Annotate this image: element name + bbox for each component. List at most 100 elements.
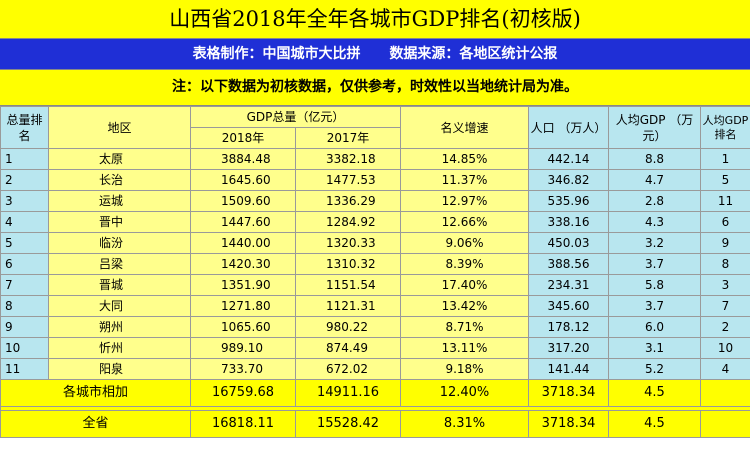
table-row: 2 长治 1645.60 1477.53 11.37% 346.82 4.7 5 — [0, 169, 750, 191]
data-source: 数据来源：各地区统计公报 — [389, 46, 558, 62]
growth-cell: 13.42% — [400, 295, 529, 317]
per-capita-cell: 4.7 — [608, 169, 701, 191]
rank-cell: 3 — [0, 190, 49, 212]
region-cell: 太原 — [48, 148, 191, 170]
region-cell: 忻州 — [48, 337, 191, 359]
header-row-1: 总量排名 地区 GDP总量（亿元） 名义增速 人口 （万人） 人均GDP （万元… — [0, 106, 750, 149]
region-cell: 临汾 — [48, 232, 191, 254]
growth-cell: 12.66% — [400, 211, 529, 233]
header-row-2: 2018年 2017年 — [1, 127, 750, 149]
growth-cell: 9.06% — [400, 232, 529, 254]
rank-cell: 10 — [0, 337, 49, 359]
col-header-population: 人口 （万人） — [528, 106, 609, 149]
table-row: 1 太原 3884.48 3382.18 14.85% 442.14 8.8 1 — [0, 148, 750, 170]
region-cell: 运城 — [48, 190, 191, 212]
gdp-2018-cell: 1645.60 — [190, 169, 296, 191]
disclaimer-note: 注：以下数据为初核数据，仅供参考，时效性以当地统计局为准。 — [0, 70, 750, 106]
table-row: 6 吕梁 1420.30 1310.32 8.39% 388.56 3.7 8 — [0, 253, 750, 275]
gdp-2017-cell: 1336.29 — [295, 190, 401, 212]
gdp-2018-cell: 1440.00 — [190, 232, 296, 254]
per-capita-cell: 5.2 — [608, 358, 701, 380]
table-row: 3 运城 1509.60 1336.29 12.97% 535.96 2.8 11 — [0, 190, 750, 212]
gdp-2018-cell: 1509.60 — [190, 190, 296, 212]
total-gdp-2018: 16818.11 — [190, 410, 296, 438]
population-cell: 345.60 — [528, 295, 609, 317]
rank-cell: 8 — [0, 295, 49, 317]
rank-cell: 4 — [0, 211, 49, 233]
per-capita-cell: 6.0 — [608, 316, 701, 338]
total-label: 全省 — [0, 410, 191, 438]
population-cell: 388.56 — [528, 253, 609, 275]
population-cell: 317.20 — [528, 337, 609, 359]
growth-cell: 14.85% — [400, 148, 529, 170]
region-cell: 吕梁 — [48, 253, 191, 275]
page-title: 山西省2018年全年各城市GDP排名(初核版) — [0, 0, 750, 39]
total-gdp-2018: 16759.68 — [190, 379, 296, 407]
rank-cell: 1 — [0, 148, 49, 170]
growth-cell: 8.39% — [400, 253, 529, 275]
population-cell: 442.14 — [528, 148, 609, 170]
col-header-per-capita-rank: 人均GDP排名 — [700, 106, 750, 149]
per-capita-cell: 8.8 — [608, 148, 701, 170]
gdp-2017-cell: 874.49 — [295, 337, 401, 359]
gdp-2017-cell: 3382.18 — [295, 148, 401, 170]
region-cell: 朔州 — [48, 316, 191, 338]
growth-cell: 9.18% — [400, 358, 529, 380]
per-capita-rank-cell: 3 — [700, 274, 750, 296]
region-cell: 晋城 — [48, 274, 191, 296]
rank-cell: 6 — [0, 253, 49, 275]
gdp-2017-cell: 1121.31 — [295, 295, 401, 317]
growth-cell: 11.37% — [400, 169, 529, 191]
total-per-capita: 4.5 — [608, 410, 701, 438]
total-population: 3718.34 — [528, 379, 609, 407]
population-cell: 346.82 — [528, 169, 609, 191]
col-header-growth: 名义增速 — [400, 106, 529, 149]
region-cell: 大同 — [48, 295, 191, 317]
gdp-2017-cell: 980.22 — [295, 316, 401, 338]
growth-cell: 8.71% — [400, 316, 529, 338]
population-cell: 178.12 — [528, 316, 609, 338]
population-cell: 450.03 — [528, 232, 609, 254]
per-capita-rank-cell: 1 — [700, 148, 750, 170]
table-row: 9 朔州 1065.60 980.22 8.71% 178.12 6.0 2 — [0, 316, 750, 338]
total-blank — [700, 379, 750, 407]
per-capita-cell: 3.2 — [608, 232, 701, 254]
gdp-2017-cell: 1310.32 — [295, 253, 401, 275]
gdp-2018-cell: 1351.90 — [190, 274, 296, 296]
region-cell: 阳泉 — [48, 358, 191, 380]
table-row: 7 晋城 1351.90 1151.54 17.40% 234.31 5.8 3 — [0, 274, 750, 296]
table-maker: 表格制作：中国城市大比拼 — [192, 46, 361, 62]
per-capita-cell: 2.8 — [608, 190, 701, 212]
gdp-2018-cell: 733.70 — [190, 358, 296, 380]
gdp-2017-cell: 672.02 — [295, 358, 401, 380]
region-cell: 晋中 — [48, 211, 191, 233]
total-gdp-2017: 14911.16 — [295, 379, 401, 407]
rank-cell: 7 — [0, 274, 49, 296]
population-cell: 141.44 — [528, 358, 609, 380]
total-growth: 8.31% — [400, 410, 529, 438]
population-cell: 338.16 — [528, 211, 609, 233]
total-growth: 12.40% — [400, 379, 529, 407]
growth-cell: 17.40% — [400, 274, 529, 296]
credit-bar: 表格制作：中国城市大比拼 数据来源：各地区统计公报 — [0, 39, 750, 70]
total-blank — [700, 410, 750, 438]
gdp-2018-cell: 1065.60 — [190, 316, 296, 338]
region-cell: 长治 — [48, 169, 191, 191]
per-capita-rank-cell: 5 — [700, 169, 750, 191]
total-label: 各城市相加 — [0, 379, 191, 407]
col-header-per-capita: 人均GDP （万元） — [608, 106, 701, 149]
gdp-2018-cell: 1447.60 — [190, 211, 296, 233]
per-capita-rank-cell: 2 — [700, 316, 750, 338]
rank-cell: 9 — [0, 316, 49, 338]
per-capita-rank-cell: 7 — [700, 295, 750, 317]
per-capita-rank-cell: 9 — [700, 232, 750, 254]
per-capita-rank-cell: 11 — [700, 190, 750, 212]
per-capita-cell: 3.7 — [608, 253, 701, 275]
growth-cell: 13.11% — [400, 337, 529, 359]
gdp-2017-cell: 1477.53 — [295, 169, 401, 191]
rank-cell: 5 — [0, 232, 49, 254]
table-row: 4 晋中 1447.60 1284.92 12.66% 338.16 4.3 6 — [0, 211, 750, 233]
table-row: 8 大同 1271.80 1121.31 13.42% 345.60 3.7 7 — [0, 295, 750, 317]
total-row: 各城市相加 16759.68 14911.16 12.40% 3718.34 4.5 — [0, 379, 750, 407]
gdp-2018-cell: 1420.30 — [190, 253, 296, 275]
